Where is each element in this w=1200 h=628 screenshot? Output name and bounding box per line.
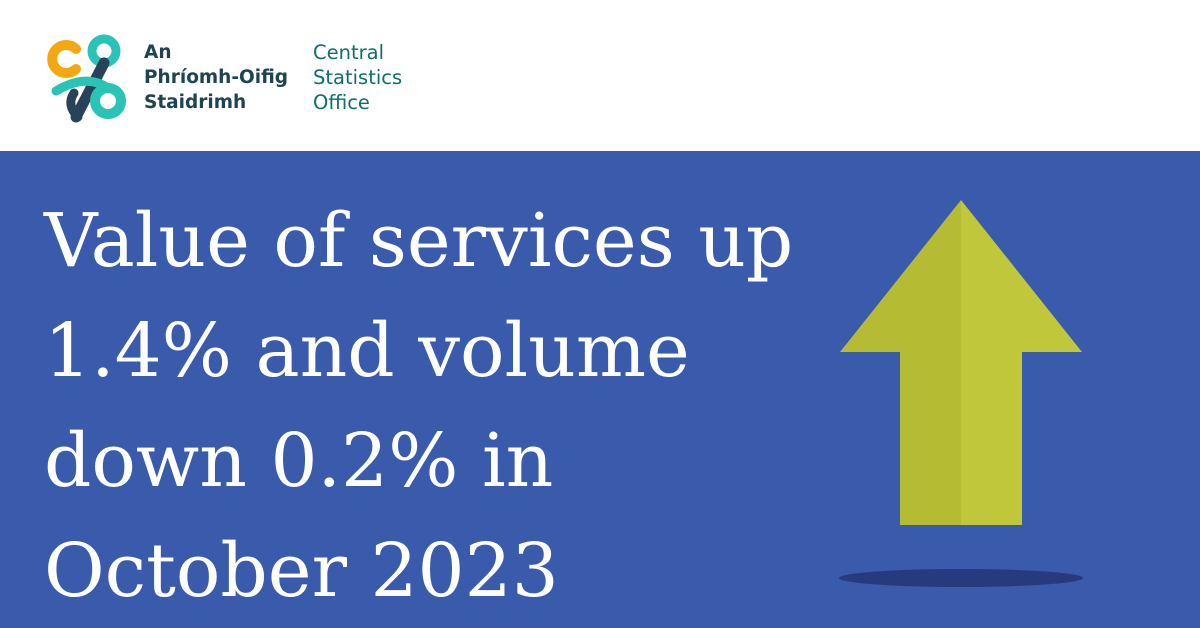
arrow-right-half	[961, 200, 1082, 525]
org-name-irish-line: An	[144, 42, 172, 63]
org-name-irish-line: Staidrimh	[144, 92, 247, 113]
headline-line: down 0.2% in	[44, 418, 554, 504]
headline-line: Value of services up	[44, 198, 794, 284]
org-name-irish-line: Phríomh-Oifig	[144, 67, 289, 88]
arrow-shadow	[839, 569, 1083, 587]
headline: Value of services up 1.4% and volume dow…	[44, 186, 844, 626]
headline-line: October 2023	[44, 528, 559, 614]
cso-logo-icon	[47, 34, 126, 123]
org-name-irish: An Phríomh-Oifig Staidrimh	[144, 40, 288, 115]
org-name-english-line: Office	[313, 91, 370, 114]
headline-line: 1.4% and volume	[44, 308, 690, 394]
arrow-left-half	[840, 200, 961, 525]
header-bar: An Phríomh-Oifig Staidrimh Central Stati…	[0, 0, 1200, 151]
org-name-english-line: Central	[313, 41, 385, 64]
org-name-english-line: Statistics	[313, 66, 403, 89]
org-name-english: Central Statistics Office	[313, 40, 402, 115]
up-arrow-icon	[839, 200, 1083, 587]
